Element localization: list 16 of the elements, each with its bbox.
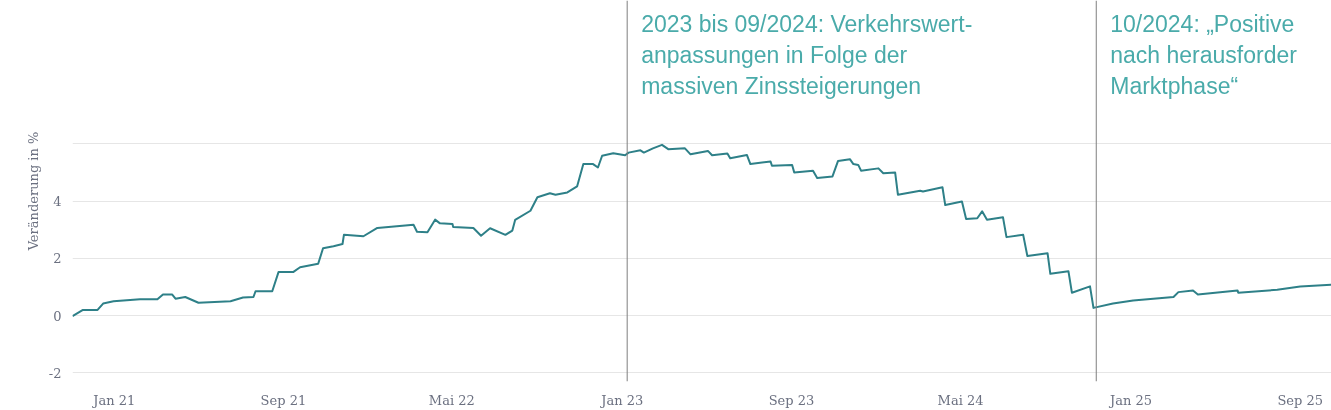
x-tick-label: Mai 22 (428, 392, 475, 408)
x-tick-label: Jan 25 (1108, 392, 1153, 408)
y-axis-title: Veränderung in % (25, 131, 41, 252)
x-tick-label: Sep 21 (260, 392, 307, 408)
ref-line-label: 2023 bis 09/2024: Verkehrswert- anpassungen in Folge der massiven Zinssteigerungen (641, 10, 973, 99)
y-tick-label: -2 (48, 365, 62, 381)
x-tick-label: Sep 23 (768, 392, 815, 408)
x-tick-label: Jan 21 (91, 392, 136, 408)
y-tick-label: 4 (53, 194, 62, 210)
line-series (72, 143, 1331, 318)
ref-line-label: 10/2024: „Positive nach herausforder Marktphase“ (1110, 10, 1298, 99)
y-tick-label: 0 (53, 308, 62, 324)
x-tick-label: Jan 23 (599, 392, 644, 408)
x-tick-label: Sep 25 (1277, 392, 1323, 408)
y-tick-label: 2 (53, 251, 62, 267)
x-tick-label: Mai 24 (937, 392, 984, 408)
